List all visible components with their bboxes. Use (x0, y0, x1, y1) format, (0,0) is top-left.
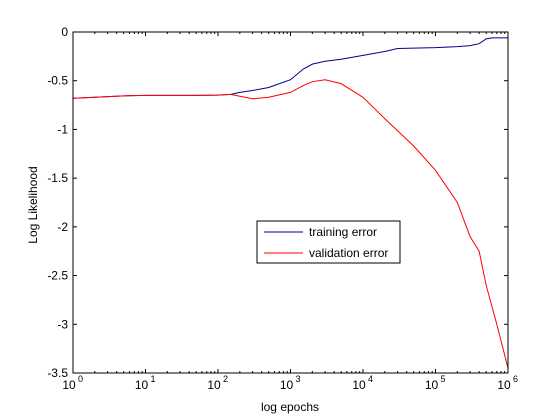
y-tick-label-4: -2 (57, 220, 68, 234)
y-tick-label-7: -3.5 (47, 366, 68, 380)
x-tick-label-3: 10 (280, 378, 294, 392)
y-tick-label-1: -0.5 (47, 74, 68, 88)
y-axis-label: Log Likelihood (26, 166, 40, 243)
y-tick-label-2: -1 (57, 122, 68, 136)
x-tick-exponent-2: 2 (223, 374, 228, 384)
x-axis-label: log epochs (261, 400, 319, 414)
x-tick-exponent-3: 3 (296, 374, 301, 384)
x-tick-exponent-5: 5 (441, 374, 446, 384)
plot-frame (72, 31, 509, 374)
x-tick-exponent-6: 6 (513, 374, 518, 384)
legend: training error validation error (256, 220, 401, 264)
legend-box (256, 220, 401, 264)
x-tick-label-1: 10 (135, 378, 149, 392)
y-tick-label-3: -1.5 (47, 171, 68, 185)
y-tick-label-6: -3 (57, 317, 68, 331)
series-layer (72, 37, 509, 369)
tick-layer (72, 31, 509, 374)
x-tick-label-0: 10 (62, 378, 76, 392)
legend-label-training: training error (309, 225, 377, 239)
x-tick-exponent-4: 4 (368, 374, 373, 384)
legend-label-validation: validation error (309, 246, 388, 260)
x-tick-label-4: 10 (352, 378, 366, 392)
x-tick-label-6: 10 (497, 378, 511, 392)
x-tick-exponent-0: 0 (78, 374, 83, 384)
tick-label-layer: 10 0 10 1 10 2 10 3 10 4 10 5 10 60-0.5-1-1.5-2-2.5-3… (47, 25, 518, 392)
y-tick-label-5: -2.5 (47, 269, 68, 283)
x-tick-label-5: 10 (425, 378, 439, 392)
x-tick-exponent-1: 1 (151, 374, 156, 384)
plot-area (73, 32, 508, 373)
series-line-1 (72, 79, 509, 369)
x-tick-label-2: 10 (207, 378, 221, 392)
y-tick-label-0: 0 (61, 25, 68, 39)
